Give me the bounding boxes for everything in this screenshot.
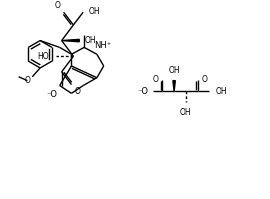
Text: HO: HO <box>37 52 49 61</box>
Text: OH: OH <box>180 108 192 117</box>
Text: NH⁺: NH⁺ <box>94 41 111 50</box>
Text: O: O <box>153 75 158 84</box>
Text: O: O <box>74 87 80 96</box>
Text: O: O <box>201 75 207 84</box>
Text: OH: OH <box>85 36 97 45</box>
Text: OH: OH <box>215 87 227 96</box>
Text: ⁻O: ⁻O <box>138 87 149 96</box>
Text: OH: OH <box>89 7 101 16</box>
Text: O: O <box>55 1 61 10</box>
Text: OH: OH <box>168 66 180 75</box>
Text: ⁻O: ⁻O <box>47 90 58 100</box>
Polygon shape <box>62 39 79 42</box>
Polygon shape <box>173 81 175 91</box>
Text: O: O <box>25 76 30 85</box>
